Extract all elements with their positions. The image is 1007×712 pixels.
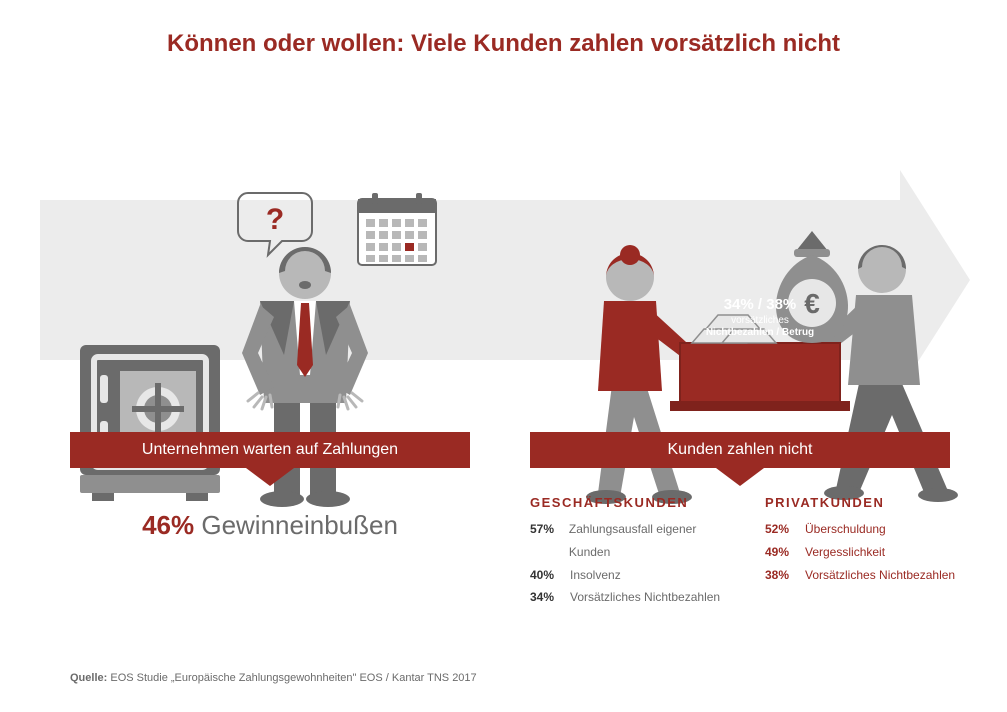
list-item: 34%Vorsätzliches Nichtbezahlen (530, 586, 735, 609)
source-text: EOS Studie „Europäische Zahlungsgewohnhe… (107, 672, 476, 684)
headline-txt: Gewinneinbußen (201, 510, 398, 540)
col-business-heading: GESCHÄFTSKUNDEN (530, 495, 735, 510)
list-item: 49%Vergesslichkeit (765, 541, 970, 564)
banner-left-tip (246, 468, 294, 486)
crate-stat-line2: Nichtbezahlen / Betrug (680, 327, 840, 340)
list-item: 38%Vorsätzliches Nichtbezahlen (765, 564, 970, 587)
crate-icon (670, 343, 850, 411)
crate-stat-value: 34% / 38% (680, 296, 840, 315)
list-item: 52%Überschuldung (765, 518, 970, 541)
crate-stat-line1: vorsätzliches (680, 315, 840, 328)
banner-left-label: Unternehmen warten auf Zahlungen (142, 441, 398, 459)
page-title: Können oder wollen: Viele Kunden zahlen … (0, 30, 1007, 58)
banner-left: Unternehmen warten auf Zahlungen (70, 432, 470, 486)
col-business: GESCHÄFTSKUNDEN 57%Zahlungsausfall eigen… (530, 495, 735, 609)
headline-pct: 46% (142, 510, 194, 540)
banner-right-tip (716, 468, 764, 486)
list-item: 40%Insolvenz (530, 564, 735, 587)
calendar-icon (358, 193, 436, 265)
list-item: 57%Zahlungsausfall eigener Kunden (530, 518, 735, 564)
col-private: PRIVATKUNDEN 52%Überschuldung 49%Vergess… (765, 495, 970, 609)
banner-right-label: Kunden zahlen nicht (668, 441, 813, 459)
crate-stat: 34% / 38% vorsätzliches Nichtbezahlen / … (680, 296, 840, 340)
source-line: Quelle: EOS Studie „Europäische Zahlungs… (70, 672, 477, 684)
banner-right: Kunden zahlen nicht (530, 432, 950, 486)
source-label: Quelle: (70, 672, 107, 684)
svg-text:?: ? (266, 203, 284, 236)
headline-stat: 46% Gewinneinbußen (70, 510, 470, 541)
col-private-heading: PRIVATKUNDEN (765, 495, 970, 510)
speech-bubble-icon: ? (238, 193, 312, 255)
